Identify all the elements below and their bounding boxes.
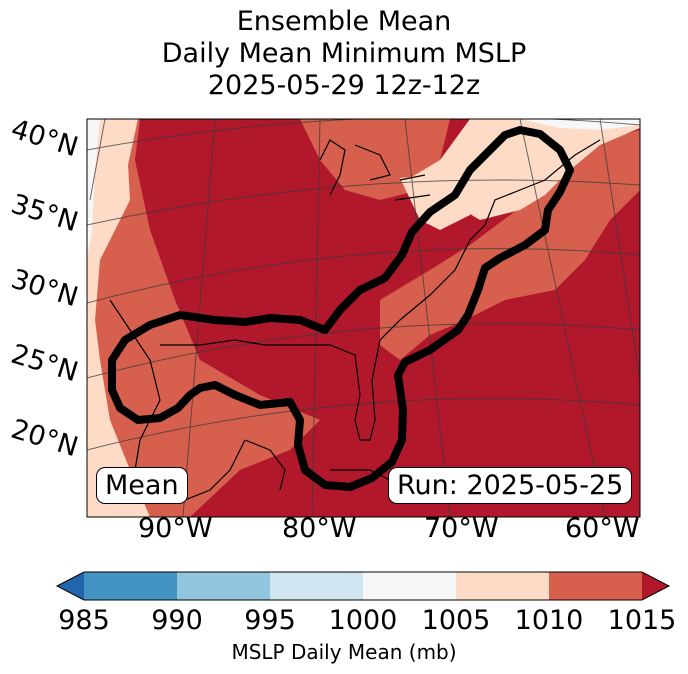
- colorbar-tick-1010: 1010: [514, 605, 584, 636]
- map-frame: [86, 118, 641, 518]
- colorbar-tick-1000: 1000: [328, 605, 398, 636]
- colorbar-seg-1000-1005: [363, 572, 456, 600]
- parallel-30n: [87, 248, 640, 304]
- colorbar-tick-1015: 1015: [607, 605, 677, 636]
- mean-label-box: Mean: [96, 467, 188, 504]
- lon-label-60w: 60°W: [565, 513, 640, 544]
- region-1000-1005-ne: [520, 119, 640, 130]
- colorbar-tick-995: 995: [244, 605, 296, 636]
- colorbar-seg-995-1000: [270, 572, 363, 600]
- colorbar-seg-1010-1015: [549, 572, 642, 600]
- parallel-40n: [87, 119, 640, 151]
- meridian-60w: [519, 119, 606, 517]
- region-1005-1010-ne: [410, 119, 640, 220]
- parallel-25n: [87, 323, 640, 379]
- colorbar: [55, 571, 671, 601]
- yucatan: [244, 439, 286, 491]
- run-label-box: Run: 2025-05-25: [388, 467, 633, 504]
- lon-label-80w: 80°W: [282, 513, 357, 544]
- meridian-70w: [404, 119, 451, 517]
- lon-label-90w: 90°W: [138, 513, 213, 544]
- colorbar-seg-985-990: [84, 572, 177, 600]
- colorbar-seg-1005-1010: [456, 572, 549, 600]
- meridian-80w: [311, 119, 321, 517]
- outline-region: [108, 126, 574, 491]
- colorbar-extend-high: [642, 572, 669, 600]
- colorbar-outline: [55, 571, 671, 601]
- map-panel: [87, 119, 640, 517]
- meridian-50w: [599, 119, 640, 381]
- colorbar-seg-990-995: [177, 572, 270, 600]
- title-line-1: Ensemble Mean: [236, 6, 452, 37]
- region-1005-1010-coast: [400, 175, 470, 230]
- region-1010-1015-east: [380, 130, 640, 360]
- title-line-2: Daily Mean Minimum MSLP: [161, 38, 527, 69]
- colorbar-tick-1005: 1005: [421, 605, 491, 636]
- colorbar-tick-985: 985: [58, 605, 110, 636]
- parallel-20n: [87, 397, 640, 451]
- colorbar-tick-990: 990: [151, 605, 203, 636]
- meridian-100w: [89, 119, 106, 201]
- region-1005-1010: [87, 119, 150, 517]
- title-line-3: 2025-05-29 12z-12z: [207, 70, 481, 101]
- colorbar-label: MSLP Daily Mean (mb): [231, 640, 457, 664]
- great-lakes: [319, 139, 431, 201]
- colorbar-extend-low: [57, 572, 84, 600]
- lon-label-70w: 70°W: [424, 513, 499, 544]
